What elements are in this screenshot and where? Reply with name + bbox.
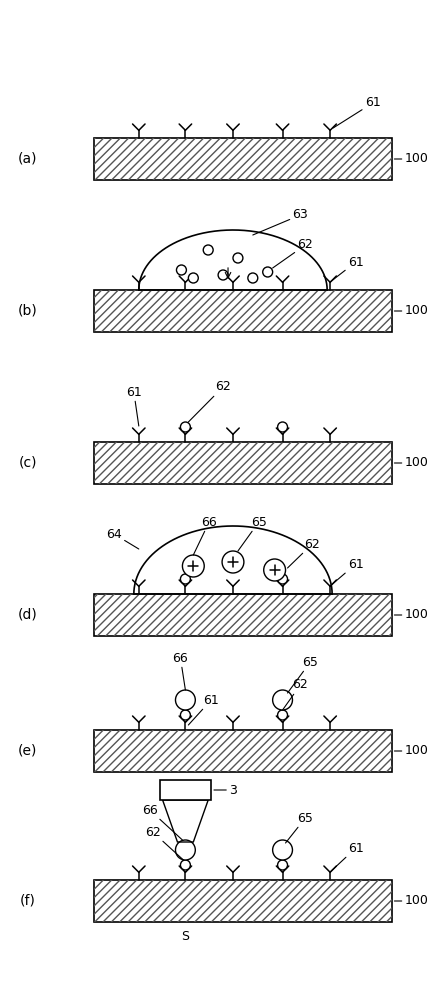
- Bar: [94, 290, 391, 332]
- Bar: [94, 594, 391, 636]
- Circle shape: [218, 270, 228, 280]
- Text: 100: 100: [395, 304, 428, 318]
- Bar: [94, 138, 391, 180]
- Bar: [94, 290, 391, 332]
- Text: (a): (a): [18, 152, 37, 166]
- Text: (c): (c): [19, 456, 37, 470]
- Text: 65: 65: [238, 516, 267, 551]
- Text: 100: 100: [395, 608, 428, 621]
- Circle shape: [175, 840, 195, 860]
- Text: 100: 100: [395, 152, 428, 165]
- Circle shape: [181, 574, 191, 584]
- Circle shape: [188, 273, 198, 283]
- Bar: [94, 442, 391, 484]
- Circle shape: [233, 253, 243, 263]
- Bar: [94, 138, 391, 180]
- Text: (b): (b): [18, 304, 38, 318]
- Circle shape: [182, 555, 204, 577]
- Circle shape: [177, 265, 186, 275]
- Text: 62: 62: [145, 826, 184, 860]
- Circle shape: [273, 840, 293, 860]
- Text: 61: 61: [188, 694, 219, 725]
- Text: 61: 61: [330, 558, 364, 586]
- Text: (d): (d): [18, 608, 38, 622]
- Text: 66: 66: [142, 804, 182, 840]
- Text: 61: 61: [330, 842, 364, 872]
- Text: 62: 62: [188, 380, 231, 422]
- Text: 62: 62: [273, 238, 313, 268]
- Bar: [94, 442, 391, 484]
- Circle shape: [273, 690, 293, 710]
- Text: 3: 3: [214, 784, 237, 796]
- Text: 61: 61: [333, 97, 381, 128]
- Circle shape: [278, 574, 287, 584]
- Text: 62: 62: [287, 538, 320, 568]
- Circle shape: [278, 860, 287, 870]
- Text: (f): (f): [20, 894, 36, 908]
- Text: 100: 100: [395, 894, 428, 908]
- Circle shape: [248, 273, 258, 283]
- Circle shape: [175, 690, 195, 710]
- Text: 65: 65: [286, 812, 313, 843]
- Bar: [94, 880, 391, 922]
- Text: S: S: [181, 930, 189, 944]
- Bar: [94, 880, 391, 922]
- Circle shape: [222, 551, 244, 573]
- Bar: [160, 780, 211, 800]
- Text: 65: 65: [287, 656, 318, 693]
- Text: 66: 66: [193, 516, 217, 555]
- Circle shape: [263, 267, 273, 277]
- Text: 61: 61: [330, 255, 364, 282]
- Text: 100: 100: [395, 744, 428, 758]
- Text: 64: 64: [106, 528, 139, 549]
- Bar: [94, 730, 391, 772]
- Text: 100: 100: [395, 456, 428, 470]
- Text: 62: 62: [283, 678, 308, 710]
- Circle shape: [181, 710, 191, 720]
- Text: 63: 63: [253, 209, 308, 235]
- Text: 61: 61: [126, 385, 142, 426]
- Circle shape: [278, 422, 287, 432]
- Bar: [94, 730, 391, 772]
- Text: (e): (e): [18, 744, 37, 758]
- Circle shape: [264, 559, 286, 581]
- Text: 66: 66: [173, 652, 188, 690]
- Circle shape: [181, 422, 191, 432]
- Circle shape: [278, 710, 287, 720]
- Circle shape: [181, 860, 191, 870]
- Bar: [94, 594, 391, 636]
- Circle shape: [203, 245, 213, 255]
